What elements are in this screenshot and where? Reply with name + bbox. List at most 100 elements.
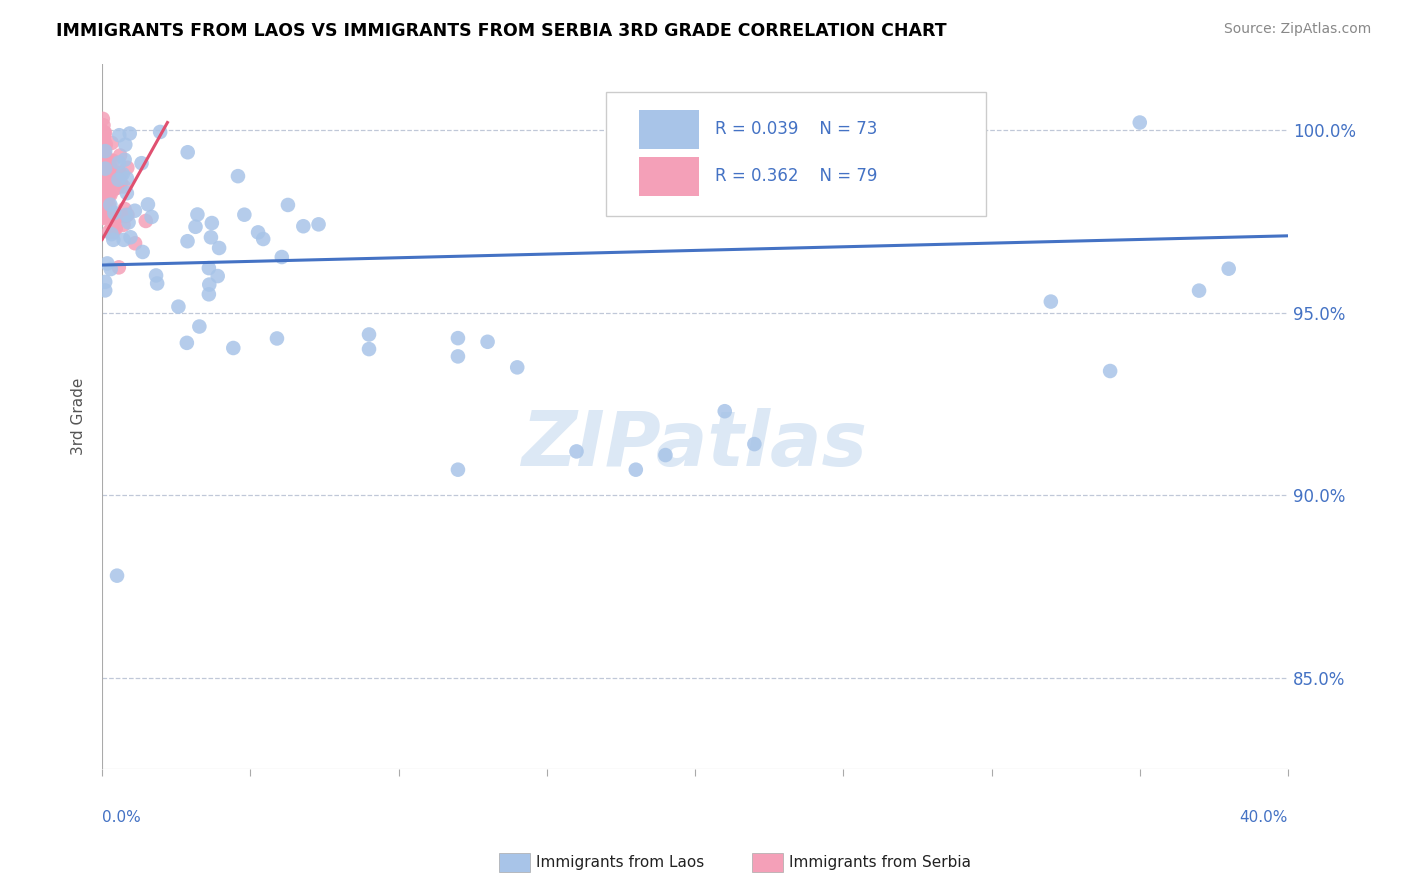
- Point: [114, 153, 136, 167]
- Point: [103, 182, 125, 196]
- Point: [91, 159, 114, 173]
- Text: R = 0.039    N = 73: R = 0.039 N = 73: [716, 120, 877, 138]
- Point: [115, 208, 138, 222]
- Point: [97, 173, 120, 187]
- Point: [93, 161, 115, 176]
- Point: [201, 216, 224, 230]
- Point: [98, 177, 121, 191]
- Point: [112, 233, 135, 247]
- Point: [93, 157, 115, 171]
- Point: [96, 171, 118, 186]
- FancyBboxPatch shape: [606, 92, 986, 216]
- Point: [200, 230, 222, 244]
- Point: [108, 148, 131, 162]
- Point: [105, 171, 128, 186]
- Text: R = 0.362    N = 79: R = 0.362 N = 79: [716, 167, 877, 186]
- Point: [93, 169, 115, 183]
- Point: [101, 136, 124, 150]
- Point: [112, 218, 135, 232]
- Point: [96, 256, 118, 270]
- Point: [94, 137, 117, 152]
- Y-axis label: 3rd Grade: 3rd Grade: [72, 378, 86, 456]
- Text: 40.0%: 40.0%: [1240, 810, 1288, 824]
- Point: [111, 167, 134, 181]
- Point: [357, 327, 380, 342]
- Point: [94, 192, 117, 206]
- Point: [91, 142, 114, 156]
- Text: Source: ZipAtlas.com: Source: ZipAtlas.com: [1223, 22, 1371, 37]
- Point: [117, 161, 139, 175]
- Bar: [640, 110, 699, 149]
- Point: [93, 118, 115, 132]
- Point: [247, 226, 270, 240]
- Point: [270, 250, 292, 264]
- Point: [198, 287, 221, 301]
- Point: [104, 174, 127, 188]
- Point: [112, 179, 135, 194]
- Point: [105, 181, 128, 195]
- Point: [136, 197, 159, 211]
- Point: [93, 131, 115, 145]
- Point: [506, 360, 529, 375]
- Point: [145, 268, 167, 283]
- Point: [94, 157, 117, 171]
- Point: [104, 221, 127, 235]
- Point: [114, 210, 136, 224]
- Point: [131, 244, 153, 259]
- Point: [115, 186, 138, 201]
- Point: [97, 209, 120, 223]
- Point: [91, 128, 114, 143]
- Point: [198, 261, 221, 276]
- Point: [93, 201, 115, 215]
- Point: [94, 126, 117, 140]
- Point: [1188, 284, 1211, 298]
- Point: [744, 437, 766, 451]
- Point: [97, 187, 120, 202]
- Point: [93, 136, 115, 150]
- Point: [91, 139, 114, 153]
- Point: [96, 176, 118, 190]
- Point: [94, 163, 117, 178]
- Point: [93, 163, 115, 178]
- Point: [108, 165, 131, 179]
- Point: [100, 262, 122, 277]
- Point: [101, 169, 124, 184]
- Point: [135, 214, 157, 228]
- Point: [96, 195, 118, 210]
- Point: [188, 319, 211, 334]
- Point: [207, 268, 229, 283]
- Point: [93, 193, 115, 207]
- Point: [226, 169, 249, 183]
- Point: [447, 350, 470, 364]
- Point: [176, 335, 198, 350]
- Point: [98, 187, 121, 202]
- Point: [100, 227, 122, 241]
- Point: [149, 125, 172, 139]
- Point: [94, 186, 117, 201]
- Text: IMMIGRANTS FROM LAOS VS IMMIGRANTS FROM SERBIA 3RD GRADE CORRELATION CHART: IMMIGRANTS FROM LAOS VS IMMIGRANTS FROM …: [56, 22, 946, 40]
- Point: [110, 176, 132, 190]
- Point: [1218, 261, 1240, 276]
- Point: [93, 178, 115, 193]
- Point: [308, 218, 330, 232]
- Point: [565, 444, 588, 458]
- Point: [1039, 294, 1062, 309]
- Point: [118, 127, 141, 141]
- Point: [292, 219, 315, 234]
- Point: [107, 166, 129, 180]
- Point: [93, 126, 115, 140]
- Point: [107, 210, 129, 224]
- Point: [208, 241, 231, 255]
- Point: [477, 334, 499, 349]
- Point: [98, 161, 121, 175]
- Point: [96, 150, 118, 164]
- Point: [93, 147, 115, 161]
- Point: [96, 158, 118, 172]
- Point: [94, 144, 117, 158]
- Point: [98, 158, 121, 172]
- Point: [105, 208, 128, 222]
- Point: [186, 207, 208, 221]
- Point: [93, 203, 115, 218]
- Point: [120, 230, 142, 244]
- Bar: [640, 157, 699, 196]
